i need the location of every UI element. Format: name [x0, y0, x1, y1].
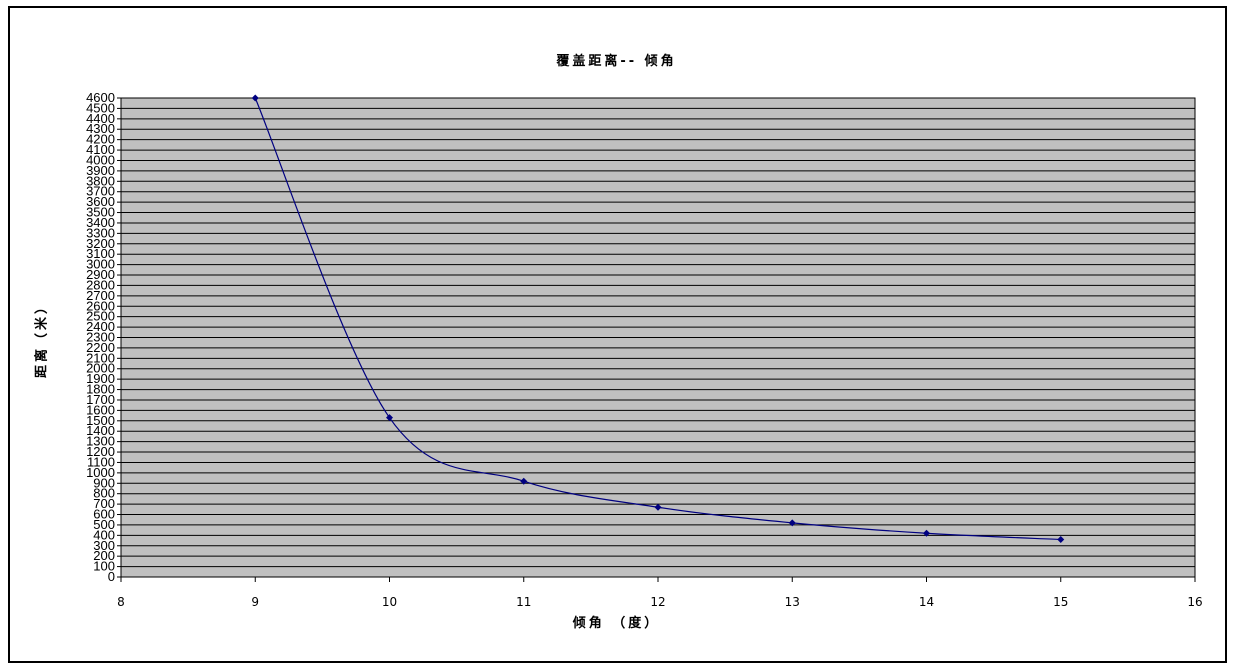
y-tick-label: 3200 [86, 236, 115, 251]
y-tick-label: 2900 [86, 267, 115, 282]
x-tick-label: 13 [785, 595, 800, 609]
y-tick-label: 2700 [86, 288, 115, 303]
x-tick-label: 14 [919, 595, 934, 609]
x-tick-label: 11 [516, 595, 531, 609]
y-tick-label: 1700 [86, 392, 115, 407]
y-tick-label: 3800 [86, 173, 115, 188]
y-tick-label: 100 [93, 559, 115, 574]
y-tick-label: 1400 [86, 423, 115, 438]
y-tick-label: 3000 [86, 257, 115, 272]
y-tick-label: 1000 [86, 465, 115, 480]
y-tick-label: 300 [93, 538, 115, 553]
y-tick-label: 2300 [86, 330, 115, 345]
y-tick-label: 200 [93, 548, 115, 563]
y-tick-label: 2000 [86, 361, 115, 376]
y-tick-label: 1600 [86, 402, 115, 417]
x-tick-label: 16 [1187, 595, 1202, 609]
data-point [788, 519, 796, 527]
y-tick-label: 2100 [86, 350, 115, 365]
y-tick-label: 500 [93, 517, 115, 532]
y-tick-label: 800 [93, 486, 115, 501]
data-point [386, 414, 393, 422]
data-point [251, 94, 259, 102]
y-tick-label: 4500 [86, 100, 115, 115]
y-tick-label: 4000 [86, 152, 115, 167]
x-tick-label: 10 [382, 595, 397, 609]
y-tick-label: 3500 [86, 205, 115, 220]
y-tick-label: 4600 [86, 90, 115, 105]
y-tick-label: 2500 [86, 309, 115, 324]
y-tick-label: 4200 [86, 132, 115, 147]
y-tick-label: 1300 [86, 434, 115, 449]
x-tick-label: 8 [117, 595, 125, 609]
data-point [654, 503, 662, 511]
y-tick-label: 2400 [86, 319, 115, 334]
x-axis-title: 倾角 （度） [572, 616, 661, 631]
y-tick-label: 4100 [86, 142, 115, 157]
y-tick-label: 1200 [86, 444, 115, 459]
data-point [923, 529, 930, 537]
y-tick-label: 700 [93, 496, 115, 511]
y-tick-label: 4300 [86, 121, 115, 136]
y-tick-label: 400 [93, 527, 115, 542]
y-tick-label: 1100 [87, 454, 115, 469]
y-tick-label: 3700 [86, 184, 115, 199]
data-point [520, 477, 528, 485]
y-tick-label: 2600 [86, 298, 115, 313]
y-tick-label: 2200 [86, 340, 115, 355]
y-tick-label: 4400 [86, 111, 115, 126]
y-tick-label: 2800 [86, 277, 115, 292]
y-tick-label: 0 [108, 569, 115, 584]
y-tick-label: 3900 [86, 163, 115, 178]
y-tick-label: 3300 [86, 225, 115, 240]
data-point [1057, 536, 1065, 544]
x-tick-label: 12 [650, 595, 665, 609]
x-tick-label: 15 [1053, 595, 1068, 609]
y-tick-label: 3100 [86, 246, 115, 261]
y-tick-label: 3600 [86, 194, 115, 209]
series-line [254, 97, 1061, 541]
chart-title: 覆盖距离-- 倾角 [556, 54, 677, 69]
y-tick-label: 3400 [86, 215, 115, 230]
y-tick-label: 600 [93, 507, 115, 522]
y-tick-label: 900 [93, 475, 115, 490]
x-tick-label: 9 [251, 595, 259, 609]
y-tick-label: 1900 [86, 371, 115, 386]
y-tick-label: 1800 [86, 382, 115, 397]
y-tick-label: 1500 [86, 413, 115, 428]
